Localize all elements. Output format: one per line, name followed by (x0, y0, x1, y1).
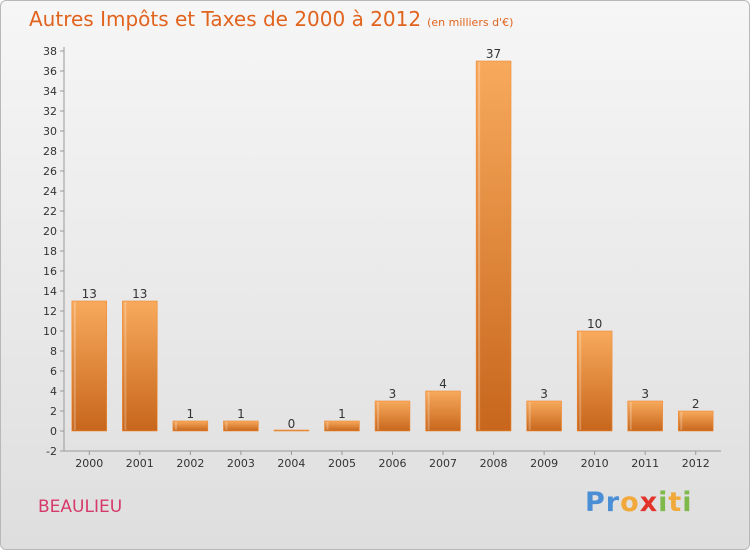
x-tick-label: 2012 (682, 457, 710, 470)
bar-value-label: 1 (338, 407, 346, 421)
bar-highlight (377, 402, 380, 430)
bar-highlight (73, 302, 76, 430)
logo-letter: i (682, 487, 693, 518)
bar-highlight (680, 412, 683, 430)
x-tick-label: 2007 (429, 457, 457, 470)
y-tick-label: 0 (50, 425, 57, 438)
bar-value-label: 3 (389, 387, 397, 401)
y-tick-label: 20 (43, 225, 57, 238)
bar-highlight (174, 422, 177, 430)
y-tick-label: 14 (43, 285, 57, 298)
y-tick-label: 28 (43, 145, 57, 158)
bar-value-label: 37 (486, 47, 501, 61)
y-tick-label: 8 (50, 345, 57, 358)
x-tick-label: 2002 (176, 457, 204, 470)
y-tick-label: 16 (43, 265, 57, 278)
x-tick-label: 2009 (530, 457, 558, 470)
y-tick-label: 36 (43, 65, 57, 78)
y-tick-label: 38 (43, 45, 57, 58)
bar-value-label: 13 (82, 287, 97, 301)
bar-value-label: 0 (288, 417, 296, 431)
bar-value-label: 3 (641, 387, 649, 401)
bar-highlight (326, 422, 329, 430)
bar (627, 400, 663, 432)
bar (677, 410, 714, 432)
x-tick-label: 2008 (480, 457, 508, 470)
bar-value-label: 10 (587, 317, 602, 331)
bar-value-label: 4 (439, 377, 447, 391)
x-tick-label: 2011 (631, 457, 659, 470)
bar-highlight (528, 402, 531, 430)
bar (273, 429, 310, 432)
bar-highlight (427, 392, 430, 430)
y-tick-label: 32 (43, 105, 57, 118)
y-tick-label: -2 (46, 445, 57, 458)
y-tick-label: 34 (43, 85, 57, 98)
bar-value-label: 2 (692, 397, 700, 411)
x-tick-label: 2006 (379, 457, 407, 470)
bar (526, 400, 562, 432)
y-tick-label: 12 (43, 305, 57, 318)
bar (576, 330, 613, 432)
y-tick-label: 30 (43, 125, 57, 138)
bar-highlight (478, 62, 481, 430)
x-tick-label: 2010 (581, 457, 609, 470)
bar (324, 420, 360, 432)
y-tick-label: 2 (50, 405, 57, 418)
y-tick-label: 6 (50, 365, 57, 378)
y-tick-label: 18 (43, 245, 57, 258)
x-tick-label: 2005 (328, 457, 356, 470)
bar-highlight (124, 302, 127, 430)
chart-unit: (en milliers d'€) (427, 16, 514, 29)
logo-letter: P (585, 487, 606, 518)
proxiti-logo: Proxiti (585, 487, 693, 518)
bar (71, 300, 108, 432)
logo-letter: t (668, 487, 683, 518)
bar-highlight (225, 422, 228, 430)
bar-value-label: 3 (540, 387, 548, 401)
chart-axes: -202468101214161820222426283032343638200… (43, 45, 721, 470)
chart-title-text: Autres Impôts et Taxes de 2000 à 2012 (29, 7, 422, 31)
chart-title: Autres Impôts et Taxes de 2000 à 2012 (en… (29, 7, 513, 31)
logo-letter: r (605, 487, 621, 518)
y-tick-label: 26 (43, 165, 57, 178)
x-tick-label: 2003 (227, 457, 255, 470)
logo-letter: i (658, 487, 669, 518)
bar (223, 420, 259, 432)
y-tick-label: 10 (43, 325, 57, 338)
bar (475, 60, 512, 432)
bar (172, 420, 209, 432)
logo-letter: o (620, 487, 640, 518)
bar-value-label: 13 (132, 287, 147, 301)
x-tick-label: 2000 (75, 457, 103, 470)
bar-highlight (629, 402, 632, 430)
bar (122, 300, 158, 432)
bar (374, 400, 411, 432)
x-tick-label: 2001 (126, 457, 154, 470)
x-tick-label: 2004 (277, 457, 305, 470)
y-tick-label: 24 (43, 185, 57, 198)
bar-highlight (579, 332, 582, 430)
bar (425, 390, 461, 432)
logo-letter: x (639, 487, 659, 518)
bar-value-label: 1 (237, 407, 245, 421)
y-tick-label: 22 (43, 205, 57, 218)
y-tick-label: 4 (50, 385, 57, 398)
bar-value-label: 1 (187, 407, 195, 421)
place-name: BEAULIEU (38, 497, 123, 517)
